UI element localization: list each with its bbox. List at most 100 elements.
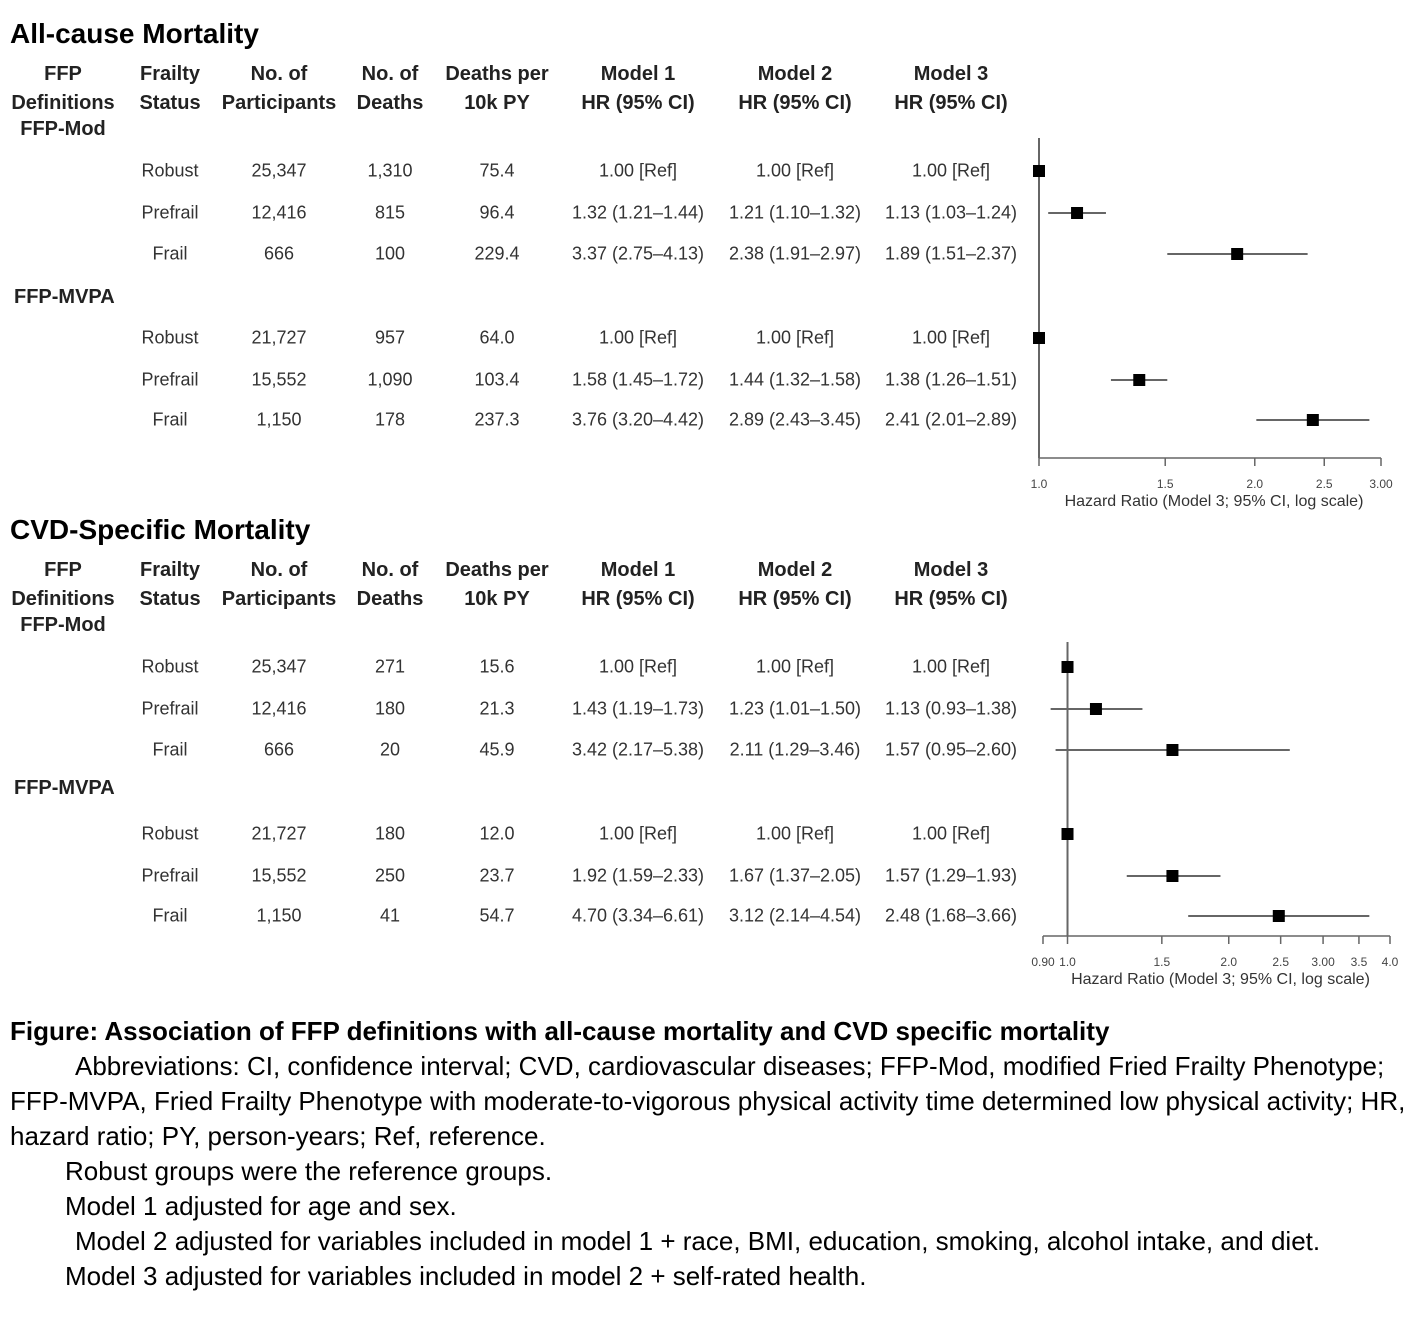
cell-status: Robust	[141, 823, 199, 844]
cell-m2: 2.38 (1.91–2.97)	[728, 243, 862, 264]
column-header-line: Participants	[221, 92, 337, 114]
point-estimate	[1071, 207, 1084, 219]
column-header: Model 2 HR (95% CI)	[715, 60, 875, 118]
caption-abbreviations: Abbreviations: CI, confidence interval; …	[10, 1051, 1406, 1151]
column-header-line: Deaths per	[445, 63, 549, 85]
cell-m3: 1.00 [Ref]	[911, 823, 991, 844]
cell-m2: 3.12 (2.14–4.54)	[728, 905, 862, 926]
cell-participants: 15,552	[251, 865, 307, 886]
column-header: Model 2 HR (95% CI)	[715, 556, 875, 614]
forest-plot: 1.0 1.5 2.0 2.5 3.00 Hazard Ratio (Model 3; 9…	[1031, 138, 1393, 510]
cell-m1: 1.00 [Ref]	[598, 823, 678, 844]
column-header-line: HR (95% CI)	[581, 92, 695, 114]
x-axis-label: Hazard Ratio (Model 3; 95% CI, log scale…	[1071, 971, 1370, 988]
column-header: FFP Definitions FFP-Mod	[0, 556, 143, 636]
panel-title: All-cause Mortality	[10, 18, 259, 49]
cell-m3: 1.00 [Ref]	[911, 327, 991, 348]
caption-note: Model 2 adjusted for variables included …	[75, 1226, 1321, 1256]
cell-m3: 1.57 (0.95–2.60)	[884, 739, 1018, 760]
cell-rate: 96.4	[479, 202, 515, 223]
x-tick-label: 2.5	[1316, 477, 1333, 491]
cell-status: Frail	[152, 409, 188, 430]
x-tick-label: 3.5	[1351, 955, 1368, 969]
column-header: No. of Deaths	[310, 556, 470, 614]
cell-participants: 12,416	[251, 698, 307, 719]
cell-deaths: 815	[374, 202, 406, 223]
x-tick-label: 3.00	[1369, 477, 1393, 491]
x-tick-label: 1.5	[1157, 477, 1174, 491]
cell-deaths: 180	[374, 698, 406, 719]
cell-m2: 1.00 [Ref]	[755, 160, 835, 181]
column-header: FFP Definitions FFP-Mod	[0, 60, 143, 140]
cell-rate: 237.3	[474, 409, 520, 430]
column-header-line: 10k PY	[464, 92, 530, 114]
cell-m2: 1.00 [Ref]	[755, 656, 835, 677]
cell-status: Robust	[141, 160, 199, 181]
cell-rate: 15.6	[479, 656, 515, 677]
x-tick-label: 2.0	[1220, 955, 1237, 969]
cell-deaths: 957	[374, 327, 406, 348]
column-header-line: FFP	[44, 559, 82, 581]
group-label: FFP-MVPA	[14, 777, 115, 799]
cell-m1: 1.00 [Ref]	[598, 160, 678, 181]
cell-participants: 15,552	[251, 369, 307, 390]
column-header-line: FFP-Mod	[20, 118, 106, 140]
cell-deaths: 1,310	[367, 160, 413, 181]
cell-deaths: 271	[374, 656, 406, 677]
cell-m3: 1.57 (1.29–1.93)	[884, 865, 1018, 886]
cell-m2: 1.23 (1.01–1.50)	[728, 698, 862, 719]
cell-rate: 12.0	[479, 823, 515, 844]
column-header: Model 3 HR (95% CI)	[871, 556, 1031, 614]
column-header: Deaths per 10k PY	[417, 556, 577, 614]
column-header: Model 1 HR (95% CI)	[558, 60, 718, 118]
cell-participants: 21,727	[251, 327, 307, 348]
point-estimate	[1166, 744, 1179, 756]
column-header-line: Deaths	[356, 588, 424, 610]
cell-m3: 1.00 [Ref]	[911, 160, 991, 181]
cell-rate: 21.3	[479, 698, 515, 719]
column-header-line: Deaths per	[445, 559, 549, 581]
x-tick-label: 2.5	[1272, 955, 1289, 969]
cell-m1: 1.43 (1.19–1.73)	[571, 698, 705, 719]
column-header: Frailty Status	[90, 556, 250, 614]
column-header-line: Status	[139, 92, 201, 114]
column-header-line: Model 2	[757, 63, 833, 85]
column-header-line: Model 1	[600, 63, 676, 85]
cell-status: Frail	[152, 739, 188, 760]
x-tick-label: 3.00	[1311, 955, 1335, 969]
caption-note: Model 1 adjusted for age and sex.	[65, 1191, 457, 1221]
column-header: No. of Participants	[199, 556, 359, 614]
cell-m3: 1.13 (0.93–1.38)	[884, 698, 1018, 719]
cell-m1: 1.00 [Ref]	[598, 656, 678, 677]
cell-m3: 2.41 (2.01–2.89)	[884, 409, 1018, 430]
x-tick-label: 4.0	[1382, 955, 1399, 969]
column-header-line: No. of	[361, 559, 419, 581]
column-header: Deaths per 10k PY	[417, 60, 577, 118]
column-header-line: Model 2	[757, 559, 833, 581]
cell-m2: 1.21 (1.10–1.32)	[728, 202, 862, 223]
column-header-line: Definitions	[11, 588, 115, 610]
cell-status: Prefrail	[141, 865, 199, 886]
cell-rate: 23.7	[479, 865, 515, 886]
cell-deaths: 180	[374, 823, 406, 844]
cell-status: Frail	[152, 905, 188, 926]
cell-m1: 4.70 (3.34–6.61)	[571, 905, 705, 926]
point-estimate	[1061, 828, 1074, 840]
cell-m1: 1.00 [Ref]	[598, 327, 678, 348]
cell-m1: 3.42 (2.17–5.38)	[571, 739, 705, 760]
column-header-line: HR (95% CI)	[894, 92, 1008, 114]
cell-rate: 64.0	[479, 327, 515, 348]
cell-rate: 103.4	[474, 369, 520, 390]
group-label: FFP-MVPA	[14, 286, 115, 308]
column-header-line: Deaths	[356, 92, 424, 114]
column-header-line: Frailty	[139, 63, 201, 85]
point-estimate	[1272, 910, 1285, 922]
column-header-line: FFP	[44, 63, 82, 85]
column-header: No. of Deaths	[310, 60, 470, 118]
cell-participants: 21,727	[251, 823, 307, 844]
column-header-line: Definitions	[11, 92, 115, 114]
cell-deaths: 41	[379, 905, 401, 926]
cell-m2: 1.00 [Ref]	[755, 327, 835, 348]
cell-deaths: 1,090	[367, 369, 413, 390]
column-header-line: 10k PY	[464, 588, 530, 610]
